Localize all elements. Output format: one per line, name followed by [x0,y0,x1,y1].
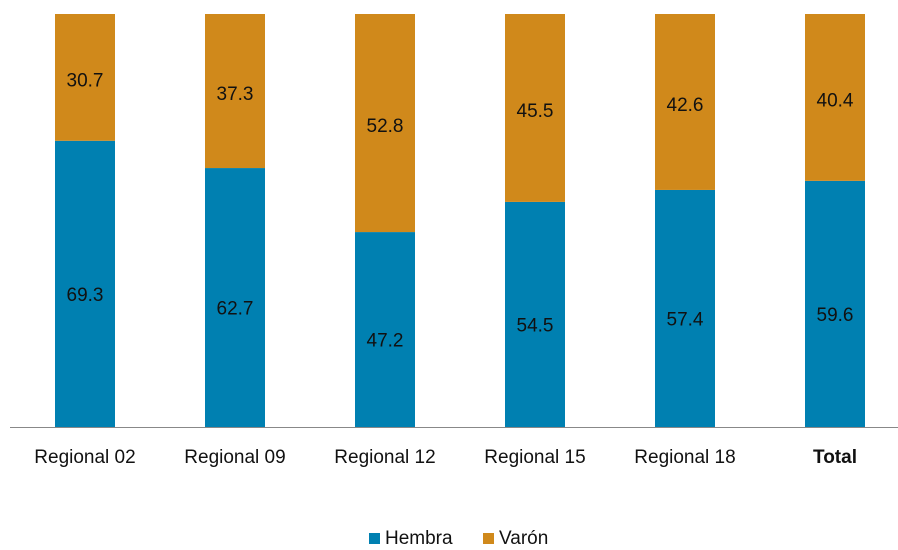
data-label: 59.6 [817,305,854,326]
data-label: 57.4 [667,309,704,330]
data-label: 62.7 [217,299,254,320]
data-label: 37.3 [217,84,254,105]
x-tick-label: Regional 18 [634,447,735,468]
bar-segment [55,14,115,141]
bar-segment [55,140,115,427]
data-label: 52.8 [367,116,404,137]
bar-segment [805,14,865,181]
data-label: 47.2 [367,331,404,352]
x-tick-label: Total [813,447,857,468]
legend-swatch [483,533,494,544]
x-tick-label: Regional 12 [334,447,435,468]
bar-segment [355,14,415,233]
data-label: 42.6 [667,95,704,116]
data-label: 30.7 [67,70,104,91]
bar-segment [805,180,865,427]
data-label: 40.4 [817,90,854,111]
x-tick-label: Regional 09 [184,447,285,468]
bar-segment [205,168,265,427]
bar-segment [205,14,265,169]
bar-segment [655,14,715,190]
data-label: 54.5 [517,315,554,336]
legend-label: Varón [499,528,548,549]
legend-swatch [369,533,380,544]
bar-segment [655,189,715,427]
x-tick-label: Regional 02 [34,447,135,468]
bar-segment [505,14,565,202]
legend-label: Hembra [385,528,453,549]
data-label: 69.3 [67,285,104,306]
data-label: 45.5 [517,101,554,122]
bar-segment [355,232,415,427]
bar-segment [505,201,565,427]
x-tick-label: Regional 15 [484,447,585,468]
